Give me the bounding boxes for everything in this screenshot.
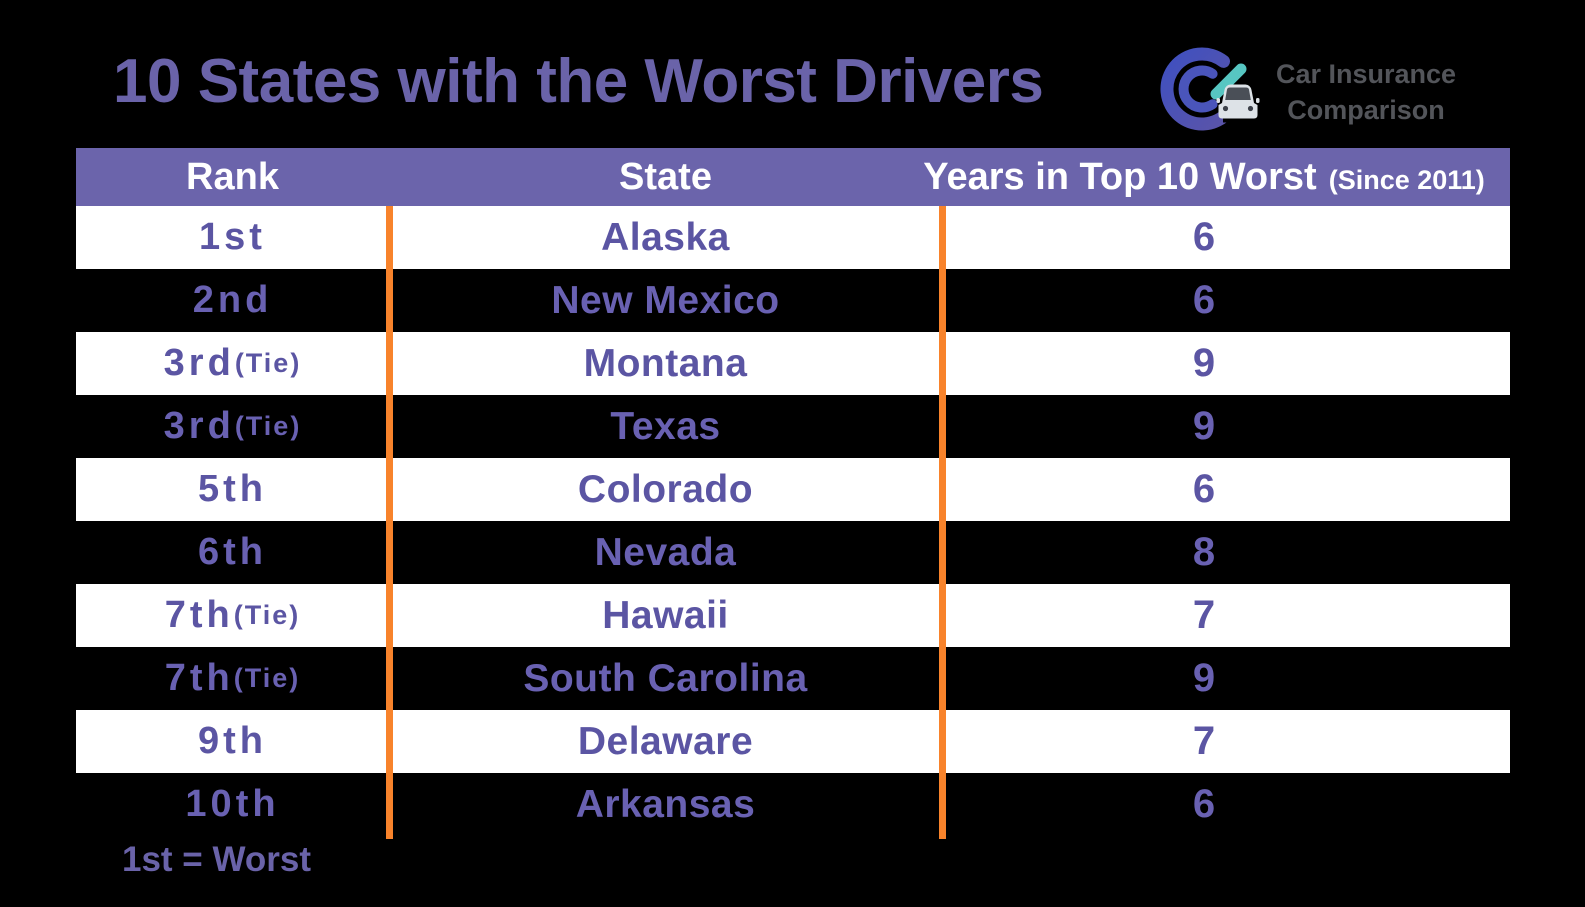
column-divider-2 bbox=[939, 206, 946, 839]
inner-c-ring-icon bbox=[1178, 65, 1218, 113]
years-cell: 6 bbox=[942, 269, 1510, 332]
rank-value: 7th bbox=[164, 594, 234, 636]
state-cell: Texas bbox=[610, 404, 721, 448]
state-cell: Arkansas bbox=[575, 782, 756, 826]
table-row: 7th (Tie) South Carolina 9 bbox=[76, 647, 1510, 710]
years-value: 6 bbox=[1192, 782, 1216, 826]
worst-drivers-table: Rank State Years in Top 10 Worst (Since … bbox=[76, 148, 1510, 839]
car-insurance-comparison-logo-icon bbox=[1156, 42, 1260, 147]
tie-label: (Tie) bbox=[234, 411, 302, 441]
rank-value: 2nd bbox=[192, 279, 273, 321]
teal-check-icon bbox=[1210, 63, 1247, 100]
years-value: 8 bbox=[1192, 530, 1216, 574]
years-value: 9 bbox=[1192, 404, 1216, 448]
rank-value: 6th bbox=[198, 531, 267, 573]
rank-value: 3rd bbox=[163, 405, 235, 447]
state-cell: Alaska bbox=[601, 215, 730, 259]
tie-label: (Tie) bbox=[234, 348, 302, 378]
table-row: 9th Delaware 7 bbox=[76, 710, 1510, 773]
table-row: 3rd (Tie) Montana 9 bbox=[76, 332, 1510, 395]
table-row: 3rd (Tie) Texas 9 bbox=[76, 395, 1510, 458]
page-title: 10 States with the Worst Drivers bbox=[113, 47, 1044, 116]
years-cell: 6 bbox=[942, 206, 1510, 269]
state-cell: Nevada bbox=[594, 530, 737, 574]
years-cell: 9 bbox=[942, 395, 1510, 458]
column-header-state: State bbox=[619, 155, 712, 198]
table-row: 2nd New Mexico 6 bbox=[76, 269, 1510, 332]
years-cell: 7 bbox=[942, 584, 1510, 647]
state-cell: Colorado bbox=[577, 467, 754, 511]
table-body: 1st Alaska 6 2nd New Mexico 6 3rd (Tie) M… bbox=[76, 206, 1510, 836]
rank-value: 10th bbox=[185, 783, 280, 825]
years-cell: 6 bbox=[942, 773, 1510, 836]
rank-value: 1st bbox=[199, 216, 266, 258]
rank-cell: 3rd (Tie) bbox=[76, 395, 389, 458]
footnote: 1st = Worst bbox=[122, 840, 311, 879]
rank-cell: 3rd (Tie) bbox=[76, 332, 389, 395]
column-header-years-note: (Since 2011) bbox=[1328, 164, 1485, 195]
table-row: 10th Arkansas 6 bbox=[76, 773, 1510, 836]
column-divider-1 bbox=[386, 206, 393, 839]
outer-c-ring-icon bbox=[1160, 47, 1235, 131]
rank-cell: 6th bbox=[76, 521, 389, 584]
years-cell: 9 bbox=[942, 647, 1510, 710]
state-cell: Hawaii bbox=[602, 593, 729, 637]
rank-value: 5th bbox=[198, 468, 267, 510]
table-row: 5th Colorado 6 bbox=[76, 458, 1510, 521]
years-cell: 7 bbox=[942, 710, 1510, 773]
rank-cell: 7th (Tie) bbox=[76, 647, 389, 710]
column-header-years: Years in Top 10 Worst (Since 2011) bbox=[923, 148, 1510, 206]
table-row: 1st Alaska 6 bbox=[76, 206, 1510, 269]
tie-label: (Tie) bbox=[233, 663, 301, 693]
years-value: 7 bbox=[1192, 593, 1216, 637]
table-header-row: Rank State Years in Top 10 Worst (Since … bbox=[76, 148, 1510, 206]
logo-line-1: Car Insurance bbox=[1275, 59, 1457, 89]
years-value: 9 bbox=[1192, 656, 1216, 700]
column-header-rank: Rank bbox=[186, 155, 279, 198]
table-row: 6th Nevada 8 bbox=[76, 521, 1510, 584]
years-value: 7 bbox=[1192, 719, 1216, 763]
years-cell: 6 bbox=[942, 458, 1510, 521]
years-cell: 8 bbox=[942, 521, 1510, 584]
column-header-years-label: Years in Top 10 Worst bbox=[923, 155, 1317, 198]
state-cell: New Mexico bbox=[551, 278, 780, 322]
rank-cell: 1st bbox=[76, 206, 389, 269]
years-value: 6 bbox=[1192, 215, 1216, 259]
tie-label: (Tie) bbox=[233, 600, 301, 630]
rank-value: 7th bbox=[164, 657, 234, 699]
rank-value: 9th bbox=[198, 720, 267, 762]
rank-cell: 5th bbox=[76, 458, 389, 521]
state-cell: South Carolina bbox=[523, 656, 808, 700]
table-row: 7th (Tie) Hawaii 7 bbox=[76, 584, 1510, 647]
rank-cell: 9th bbox=[76, 710, 389, 773]
state-cell: Delaware bbox=[577, 719, 754, 763]
rank-cell: 2nd bbox=[76, 269, 389, 332]
years-cell: 9 bbox=[942, 332, 1510, 395]
years-value: 6 bbox=[1192, 467, 1216, 511]
car-icon bbox=[1216, 84, 1260, 123]
rank-cell: 7th (Tie) bbox=[76, 584, 389, 647]
state-cell: Montana bbox=[583, 341, 748, 385]
rank-cell: 10th bbox=[76, 773, 389, 836]
logo-line-2: Comparison bbox=[1287, 95, 1445, 125]
logo-wordmark: Car Insurance Comparison bbox=[1250, 56, 1482, 128]
rank-value: 3rd bbox=[163, 342, 235, 384]
years-value: 6 bbox=[1192, 278, 1216, 322]
years-value: 9 bbox=[1192, 341, 1216, 385]
